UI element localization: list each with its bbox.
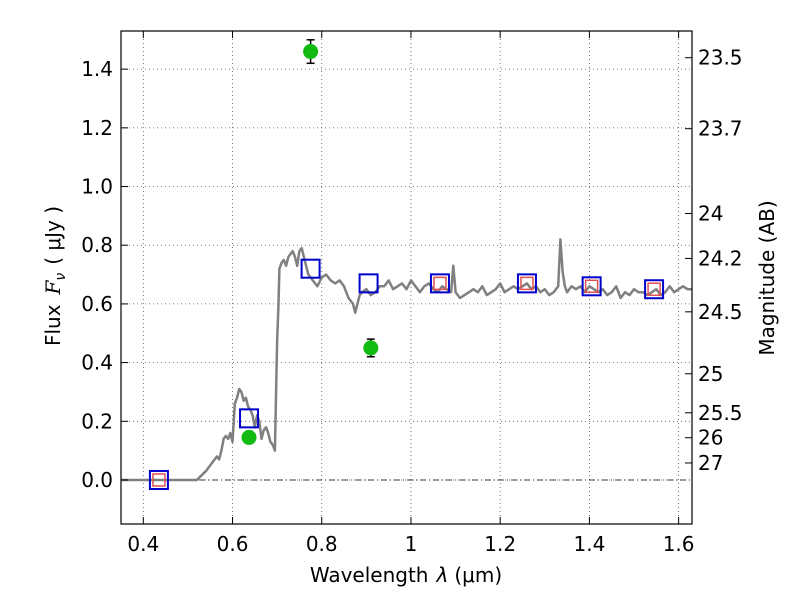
grid	[121, 31, 692, 524]
y-tick-label: 0.6	[81, 292, 113, 316]
model-flux-square	[239, 408, 260, 429]
magnitude-tick-label: 23.7	[698, 117, 743, 141]
x-axis-ticks: 0.4 0.6 0.8 1 1.2 1.4 1.6	[127, 31, 695, 556]
y-tick-label: 0.0	[81, 468, 113, 492]
model-flux-square	[300, 258, 321, 279]
observed-flux-point	[363, 340, 379, 356]
x-tick-label: 1.6	[663, 532, 695, 556]
magnitude-tick-label: 23.5	[698, 46, 743, 70]
y-tick-label: 0.2	[81, 409, 113, 433]
magnitude-tick-label: 27	[698, 451, 723, 475]
x-tick-label: 0.6	[217, 532, 249, 556]
x-tick-label: 1.4	[573, 532, 605, 556]
magnitude-tick-label: 26	[698, 426, 723, 450]
magnitude-tick-label: 25	[698, 362, 723, 386]
model-flux-square-inner	[433, 276, 447, 291]
x-tick-label: 0.4	[127, 532, 159, 556]
magnitude-tick-label: 24.2	[698, 246, 743, 270]
right-axis-label: Magnitude (AB)	[755, 200, 779, 355]
x-tick-label: 1.2	[484, 532, 516, 556]
y-tick-label: 0.4	[81, 351, 113, 375]
observed-flux-point	[241, 429, 257, 445]
x-axis-label: Wavelength λ (μm)	[310, 563, 502, 587]
observed-flux-point	[303, 44, 319, 60]
plot-frame	[120, 30, 693, 525]
model-flux-square	[429, 273, 450, 294]
magnitude-tick-label: 25.5	[698, 401, 743, 425]
y-axis-label: FluxFν( μJy )	[41, 206, 69, 346]
y-tick-label: 1.4	[81, 57, 113, 81]
x-tick-label: 1	[405, 532, 418, 556]
plot-data	[121, 39, 692, 490]
model-flux-square	[148, 469, 169, 490]
model-flux-square	[358, 273, 379, 294]
magnitude-tick-label: 24	[698, 202, 723, 226]
y-tick-label: 0.8	[81, 233, 113, 257]
model-flux-square-inner	[647, 282, 661, 296]
y-tick-label: 1.0	[81, 175, 113, 199]
y-axis-ticks: 0.0 0.2 0.4 0.6 0.8 1.0 1.2 1.4	[81, 57, 128, 492]
model-flux-square	[644, 279, 665, 300]
model-spectrum-line	[121, 238, 692, 482]
y-tick-label: 1.2	[81, 116, 113, 140]
model-flux-square-inner	[520, 276, 534, 291]
model-flux-square-inner	[152, 473, 166, 487]
model-flux-square	[581, 276, 602, 297]
magnitude-tick-label: 24.5	[698, 300, 743, 324]
model-flux-square	[516, 273, 537, 294]
x-tick-label: 0.8	[306, 532, 338, 556]
model-flux-square-inner	[584, 279, 599, 294]
